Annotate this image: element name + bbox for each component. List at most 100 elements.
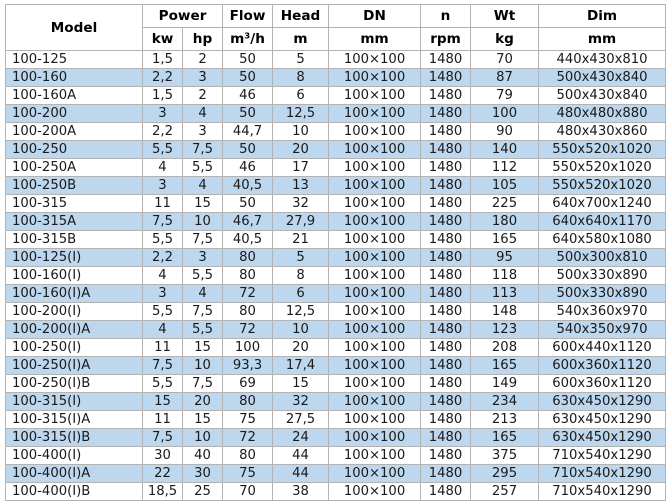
cell-dn: 100×100 — [328, 374, 422, 393]
cell-dn: 100×100 — [328, 356, 422, 375]
table-row: 100-250B 3 4 40,5 13 100×100 1480 105 550x520x10… — [5, 176, 667, 195]
column-header-dn: DN — [328, 4, 422, 28]
unit-header-hp: hp — [181, 27, 224, 51]
cell-dn: 100×100 — [328, 302, 422, 321]
cell-hp: 7,5 — [181, 374, 224, 393]
cell-dn: 100×100 — [328, 50, 422, 69]
cell-dim: 440x430x810 — [538, 50, 667, 69]
unit-header-n: rpm — [420, 27, 472, 51]
cell-head: 8 — [272, 266, 330, 285]
cell-hp: 7,5 — [181, 230, 224, 249]
unit-header-flow: m³/h — [222, 27, 274, 51]
table-row: 100-200(I) 5,5 7,5 80 12,5 100×100 1480 148 540x… — [5, 302, 667, 321]
table-row: 100-400(I)A 22 30 75 44 100×100 1480 295 710x540… — [5, 464, 667, 483]
table-row: 100-250 5,5 7,5 50 20 100×100 1480 140 550x520x1… — [5, 140, 667, 159]
cell-dim: 640x700x1240 — [538, 194, 667, 213]
cell-kw: 3 — [142, 176, 183, 195]
cell-wt: 87 — [470, 68, 540, 87]
cell-dim: 550x520x1020 — [538, 176, 667, 195]
cell-dn: 100×100 — [328, 320, 422, 339]
cell-wt: 208 — [470, 338, 540, 357]
cell-head: 10 — [272, 122, 330, 141]
cell-flow: 46,7 — [222, 212, 274, 231]
cell-kw: 2,2 — [142, 248, 183, 267]
cell-kw: 15 — [142, 392, 183, 411]
cell-dim: 630x450x1290 — [538, 410, 667, 429]
cell-kw: 7,5 — [142, 428, 183, 447]
cell-n: 1480 — [420, 428, 472, 447]
cell-dim: 640x640x1170 — [538, 212, 667, 231]
unit-header-head: m — [272, 27, 330, 51]
cell-wt: 118 — [470, 266, 540, 285]
cell-model: 100-315A — [5, 212, 143, 231]
cell-flow: 72 — [222, 428, 274, 447]
cell-head: 8 — [272, 68, 330, 87]
cell-dn: 100×100 — [328, 446, 422, 465]
cell-flow: 50 — [222, 140, 274, 159]
cell-kw: 22 — [142, 464, 183, 483]
cell-head: 32 — [272, 194, 330, 213]
cell-dim: 500x430x840 — [538, 86, 667, 105]
cell-head: 38 — [272, 482, 330, 501]
cell-model: 100-125 — [5, 50, 143, 69]
cell-dim: 710x540x1290 — [538, 464, 667, 483]
cell-dn: 100×100 — [328, 194, 422, 213]
cell-dn: 100×100 — [328, 140, 422, 159]
cell-model: 100-200 — [5, 104, 143, 123]
cell-head: 10 — [272, 320, 330, 339]
cell-wt: 234 — [470, 392, 540, 411]
cell-flow: 46 — [222, 158, 274, 177]
cell-flow: 80 — [222, 248, 274, 267]
cell-dim: 600x440x1120 — [538, 338, 667, 357]
cell-dim: 630x450x1290 — [538, 392, 667, 411]
cell-flow: 46 — [222, 86, 274, 105]
table-row: 100-400(I) 30 40 80 44 100×100 1480 375 710x540x… — [5, 446, 667, 465]
cell-head: 15 — [272, 374, 330, 393]
cell-flow: 70 — [222, 482, 274, 501]
column-header-n: n — [420, 4, 472, 28]
table-header: Model Power Flow Head DN n Wt Dim kw hp … — [5, 4, 667, 51]
table-row: 100-160A 1,5 2 46 6 100×100 1480 79 500x430x840 — [5, 86, 667, 105]
cell-dn: 100×100 — [328, 158, 422, 177]
cell-head: 5 — [272, 50, 330, 69]
cell-hp: 3 — [181, 248, 224, 267]
cell-model: 100-250(I) — [5, 338, 143, 357]
cell-wt: 295 — [470, 464, 540, 483]
cell-hp: 10 — [181, 428, 224, 447]
column-header-dim: Dim — [538, 4, 667, 28]
cell-kw: 30 — [142, 446, 183, 465]
table-row: 100-315(I)A 11 15 75 27,5 100×100 1480 213 630x4… — [5, 410, 667, 429]
cell-flow: 50 — [222, 104, 274, 123]
cell-model: 100-400(I)B — [5, 482, 143, 501]
table-row: 100-250(I)B 5,5 7,5 69 15 100×100 1480 149 600x3… — [5, 374, 667, 393]
cell-n: 1480 — [420, 158, 472, 177]
cell-n: 1480 — [420, 230, 472, 249]
cell-head: 20 — [272, 140, 330, 159]
cell-dim: 550x520x1020 — [538, 140, 667, 159]
table-row: 100-160(I) 4 5,5 80 8 100×100 1480 118 500x330x8… — [5, 266, 667, 285]
cell-n: 1480 — [420, 122, 472, 141]
cell-dn: 100×100 — [328, 410, 422, 429]
cell-n: 1480 — [420, 482, 472, 501]
cell-head: 17 — [272, 158, 330, 177]
cell-kw: 11 — [142, 194, 183, 213]
cell-head: 21 — [272, 230, 330, 249]
cell-flow: 72 — [222, 320, 274, 339]
cell-model: 100-250(I)B — [5, 374, 143, 393]
cell-n: 1480 — [420, 302, 472, 321]
cell-kw: 3 — [142, 104, 183, 123]
cell-n: 1480 — [420, 86, 472, 105]
cell-hp: 4 — [181, 284, 224, 303]
cell-flow: 75 — [222, 410, 274, 429]
column-header-model: Model — [5, 4, 143, 51]
cell-hp: 2 — [181, 86, 224, 105]
cell-kw: 4 — [142, 158, 183, 177]
cell-dn: 100×100 — [328, 284, 422, 303]
column-header-wt: Wt — [470, 4, 540, 28]
cell-hp: 5,5 — [181, 266, 224, 285]
cell-dim: 480x480x880 — [538, 104, 667, 123]
cell-flow: 44,7 — [222, 122, 274, 141]
cell-dn: 100×100 — [328, 482, 422, 501]
cell-wt: 70 — [470, 50, 540, 69]
unit-header-dim: mm — [538, 27, 667, 51]
